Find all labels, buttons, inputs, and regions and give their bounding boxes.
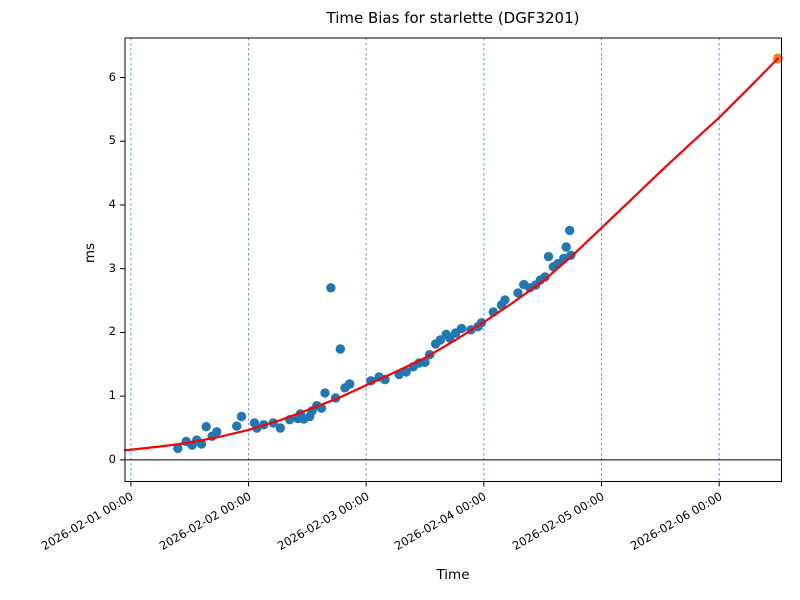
observed-bias-point [456,323,467,334]
observed-bias-point [212,427,222,437]
observed-bias-point [275,423,285,433]
fit-curve-line [123,57,780,452]
observed-bias-point [173,443,183,454]
observed-bias-point [232,421,242,431]
observed-bias-point [565,225,575,236]
observed-bias-point [335,344,345,354]
observed-bias-point [320,388,330,398]
plot-border [124,37,782,482]
observed-bias-point [401,367,411,377]
observed-bias-point [236,411,247,422]
observed-bias-point [345,379,355,389]
y-tick-label: 5 [108,133,116,148]
y-tick-label: 4 [108,196,116,211]
observed-bias-point [435,335,445,345]
y-tick-label: 1 [108,388,116,403]
chart-title: Time Bias for starlette (DGF3201) [326,9,580,27]
y-tick-label: 2 [108,324,116,339]
observed-bias-point [201,422,211,432]
y-tick-label: 0 [108,451,116,466]
observed-bias-point [326,283,336,293]
x-axis-label: Time [436,567,470,583]
y-tick-label: 3 [108,260,116,275]
observed-bias-point [540,272,550,282]
observed-bias-point [543,251,554,262]
observed-bias-point [561,242,571,252]
y-tick-label: 6 [108,69,116,84]
observed-bias-point [513,288,523,298]
observed-bias-point [500,295,510,305]
